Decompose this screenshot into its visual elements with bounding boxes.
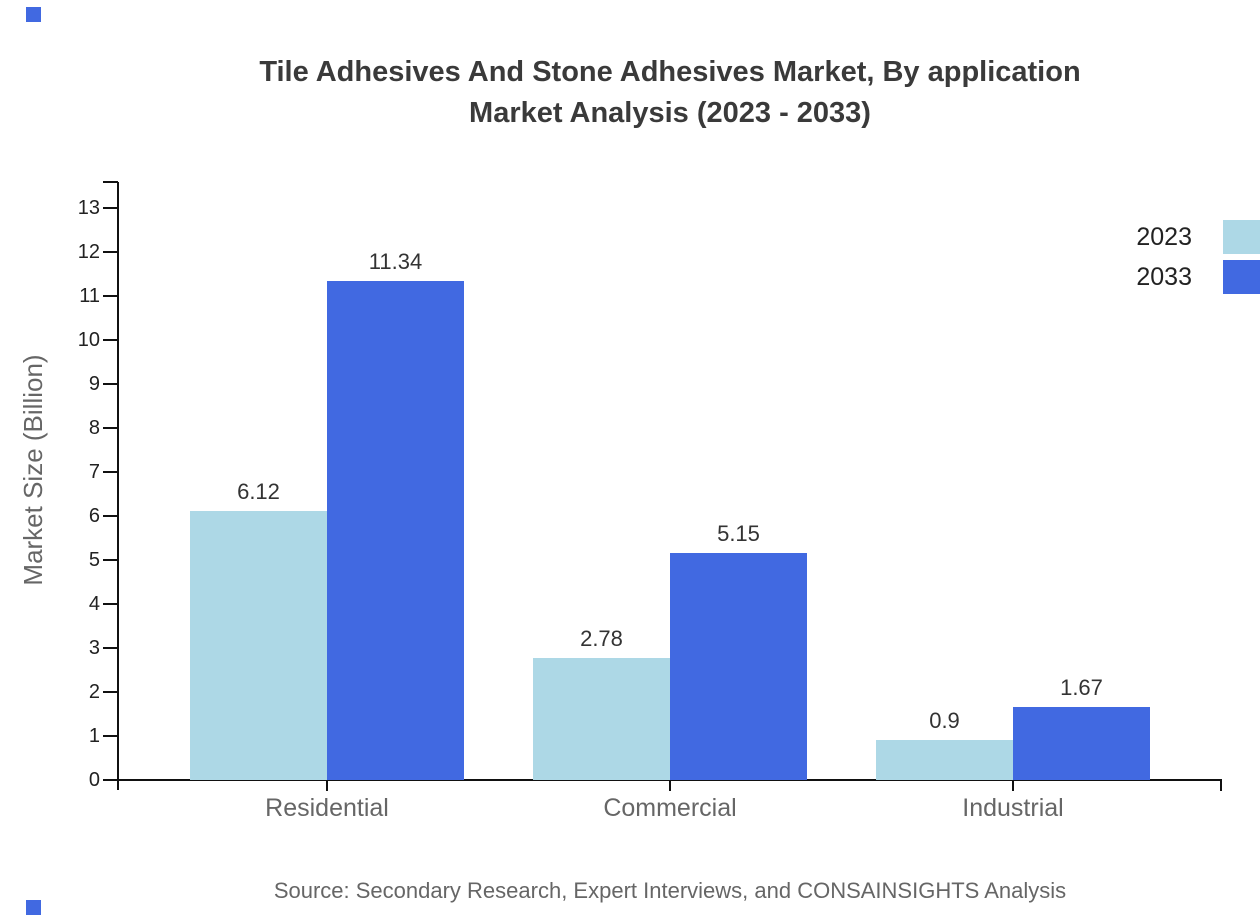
y-tick — [103, 603, 118, 605]
legend-swatch-2023 — [1223, 220, 1260, 254]
bar-value-label: 11.34 — [368, 249, 423, 275]
y-tick — [103, 779, 118, 781]
y-tick-label: 8 — [88, 417, 100, 439]
y-tick — [103, 559, 118, 561]
y-tick-label: 2 — [88, 681, 100, 703]
y-tick-label: 12 — [77, 241, 100, 263]
bar-2023-commercial — [533, 657, 670, 780]
y-tick-label: 5 — [88, 549, 100, 571]
y-axis-line — [117, 182, 119, 790]
y-tick — [103, 339, 118, 341]
chart-title-line-2: Market Analysis (2023 - 2033) — [469, 97, 871, 129]
bar-value-label: 2.78 — [580, 625, 623, 651]
x-tick — [1012, 780, 1014, 791]
bar-value-label: 5.15 — [717, 521, 760, 547]
decor-square-top-left — [26, 7, 41, 22]
bar-2023-industrial — [876, 740, 1013, 780]
category-label-residential: Residential — [265, 794, 389, 822]
y-tick-label: 7 — [88, 461, 100, 483]
legend-swatch-2033 — [1223, 260, 1260, 294]
y-tick-label: 11 — [79, 285, 100, 307]
y-tick-label: 4 — [88, 593, 100, 615]
y-tick — [103, 427, 118, 429]
decor-square-bottom-left — [26, 900, 41, 915]
x-axis-end-tick — [1220, 780, 1222, 791]
y-tick-label: 1 — [88, 725, 100, 747]
y-tick-label: 0 — [88, 769, 100, 791]
y-tick-label: 6 — [88, 505, 100, 527]
y-tick-label: 13 — [77, 197, 100, 219]
y-tick-label: 3 — [88, 637, 100, 659]
category-label-industrial: Industrial — [962, 794, 1064, 822]
source-note: Source: Secondary Research, Expert Inter… — [273, 878, 1067, 903]
x-tick — [669, 780, 671, 791]
bar-2033-industrial — [1013, 706, 1150, 780]
bar-2023-residential — [190, 510, 327, 780]
legend-label-2023: 2023 — [1136, 223, 1192, 251]
y-tick — [103, 735, 118, 737]
chart-title-line-1: Tile Adhesives And Stone Adhesives Marke… — [259, 56, 1081, 88]
y-tick-label: 10 — [77, 329, 100, 351]
bar-value-label: 0.9 — [929, 708, 960, 734]
y-tick-label: 9 — [88, 373, 100, 395]
y-tick — [103, 383, 118, 385]
category-label-commercial: Commercial — [603, 794, 737, 822]
bar-2033-commercial — [670, 553, 807, 780]
chart-title: Tile Adhesives And Stone Adhesives Marke… — [80, 52, 1260, 134]
bar-value-label: 1.67 — [1060, 674, 1103, 700]
bar-2033-residential — [327, 281, 464, 780]
bar-value-label: 6.12 — [237, 478, 280, 504]
y-tick — [103, 691, 118, 693]
y-tick — [103, 471, 118, 473]
y-tick — [103, 295, 118, 297]
y-tick — [103, 251, 118, 253]
y-tick — [103, 515, 118, 517]
y-axis-end-tick — [103, 181, 118, 183]
legend-label-2033: 2033 — [1136, 263, 1192, 291]
y-tick — [103, 647, 118, 649]
x-tick — [326, 780, 328, 791]
y-tick — [103, 207, 118, 209]
